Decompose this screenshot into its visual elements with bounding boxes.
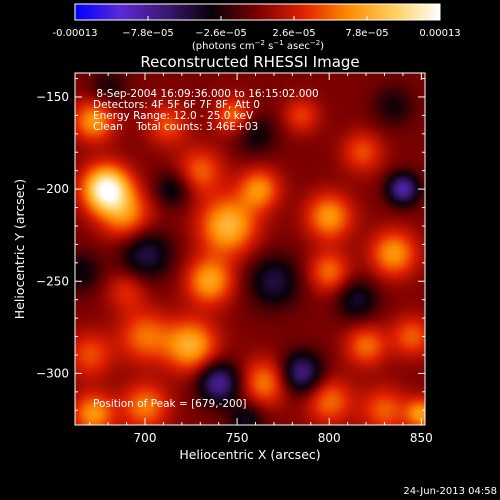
colorbar-gradient: [75, 4, 440, 20]
annotation-line: Clean Total counts: 3.46E+03: [93, 121, 258, 133]
y-axis-label: Heliocentric Y (arcsec): [12, 179, 27, 319]
y-axis-ticks: −150 −200 −250 −300: [36, 78, 425, 411]
x-axis-ticks: 700 750 800 850: [89, 73, 433, 445]
y-tick-label: −200: [36, 182, 69, 196]
y-tick-label: −150: [36, 90, 69, 104]
plot-area: 700 750 800 850 −150 −200 −250 −300: [36, 72, 433, 445]
colorbar-tick-label: -0.00013: [53, 28, 98, 39]
annotation-block: 8-Sep-2004 16:09:36.000 to 16:15:02.000D…: [93, 88, 319, 133]
colorbar-unit: (photons cm−2 s−1 asec−2): [192, 39, 324, 52]
x-axis-label: Heliocentric X (arcsec): [179, 447, 320, 462]
annotation-line: 8-Sep-2004 16:09:36.000 to 16:15:02.000: [93, 88, 319, 100]
x-tick-label: 700: [134, 431, 157, 445]
chart-title: Reconstructed RHESSI Image: [140, 53, 359, 71]
x-tick-label: 750: [226, 431, 249, 445]
colorbar-tick-label: −2.6e−05: [195, 28, 247, 39]
x-tick-label: 850: [410, 431, 433, 445]
colorbar-frame: [74, 3, 441, 21]
colorbar-tick-label: 2.6e−05: [272, 28, 315, 39]
x-tick-label: 800: [318, 431, 341, 445]
colorbar-tick-label: 7.8e−05: [345, 28, 388, 39]
heatmap-image: [75, 73, 425, 425]
annotation-line: Detectors: 4F 5F 6F 7F 8F, Att 0: [93, 99, 260, 111]
colorbar-tick-label: −7.8e−05: [122, 28, 174, 39]
colorbar-ticks: [74, 16, 441, 20]
colorbar-tick-labels: -0.00013 −7.8e−05 −2.6e−05 2.6e−05 7.8e−05 0.…: [53, 28, 461, 39]
footer-date: 24-Jun-2013 04:58: [403, 486, 497, 497]
annotation-line: Energy Range: 12.0 - 25.0 keV: [93, 110, 254, 122]
plot-frame: [74, 72, 426, 426]
y-tick-label: −250: [36, 274, 69, 288]
peak-position-label: Position of Peak = [679,-200]: [93, 398, 247, 410]
y-tick-label: −300: [36, 366, 69, 380]
colorbar: -0.00013 −7.8e−05 −2.6e−05 2.6e−05 7.8e−05 0.…: [53, 3, 461, 52]
colorbar-tick-label: 0.00013: [419, 28, 460, 39]
